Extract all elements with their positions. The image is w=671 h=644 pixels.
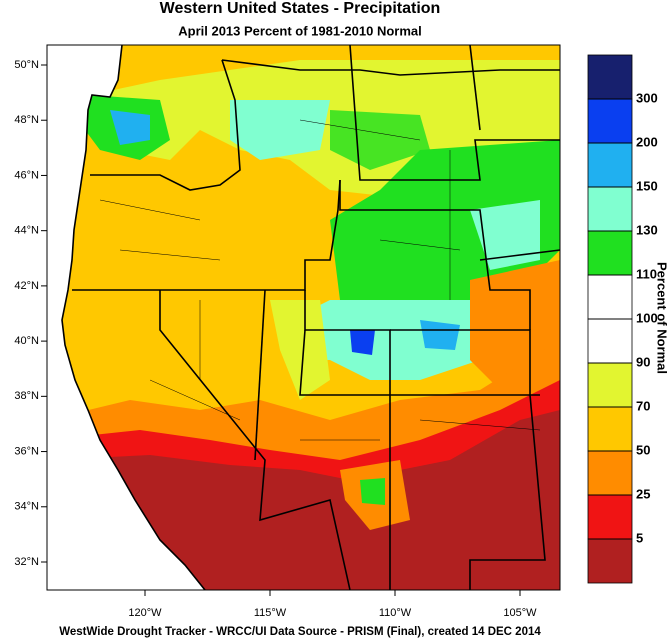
colorbar-box: [587, 362, 633, 408]
footer: WestWide Drought Tracker - WRCC/UI Data …: [59, 626, 541, 638]
lat-label: 48°N: [14, 114, 39, 126]
colorbar-label: 110: [636, 266, 657, 281]
colorbar-label: 130: [636, 222, 658, 237]
colorbar-box: [587, 98, 633, 144]
colorbar-box: [587, 142, 633, 188]
title: Western United States - Precipitation: [160, 0, 441, 17]
lat-label: 32°N: [14, 556, 39, 568]
subtitle: April 2013 Percent of 1981-2010 Normal: [178, 23, 422, 38]
colorbar-box: [587, 406, 633, 452]
colorbar-label: 50: [636, 442, 650, 457]
lon-label: 105°W: [503, 607, 537, 619]
lat-label: 40°N: [14, 335, 39, 347]
colorbar-label: 100: [636, 310, 658, 325]
colorbar-label: 5: [636, 530, 643, 545]
legend-title: Percent of Normal: [655, 262, 670, 374]
lat-label: 34°N: [14, 501, 39, 513]
lat-label: 44°N: [14, 225, 39, 237]
colorbar-box: [587, 230, 633, 276]
colorbar-label: 70: [636, 398, 650, 413]
boundaries: [61, 45, 560, 590]
colorbar-box: [587, 54, 633, 100]
lon-label: 110°W: [379, 607, 412, 619]
colorbar-label: 200: [636, 134, 658, 149]
colorbar-label: 90: [636, 354, 650, 369]
colorbar-box: [587, 538, 633, 584]
lat-label: 36°N: [14, 445, 39, 457]
colorbar-label: 300: [636, 90, 658, 105]
colorbar-box: [587, 450, 633, 496]
colorbar-box: [587, 494, 633, 540]
colorbar-box: [587, 186, 633, 232]
precip-field: [62, 45, 560, 590]
lon-label: 120°W: [128, 607, 162, 619]
colorbar-label: 25: [636, 486, 650, 501]
colorbar-box: [587, 318, 633, 364]
colorbar-label: 150: [636, 178, 658, 193]
lat-label: 50°N: [14, 59, 39, 71]
lon-label: 115°W: [254, 607, 287, 619]
lat-label: 46°N: [14, 169, 39, 181]
map: [47, 45, 560, 590]
colorbar-box: [587, 274, 633, 320]
lat-label: 38°N: [14, 390, 39, 402]
county-lines: [99, 119, 541, 441]
map-frame: [46, 44, 561, 591]
lat-label: 42°N: [14, 280, 39, 292]
